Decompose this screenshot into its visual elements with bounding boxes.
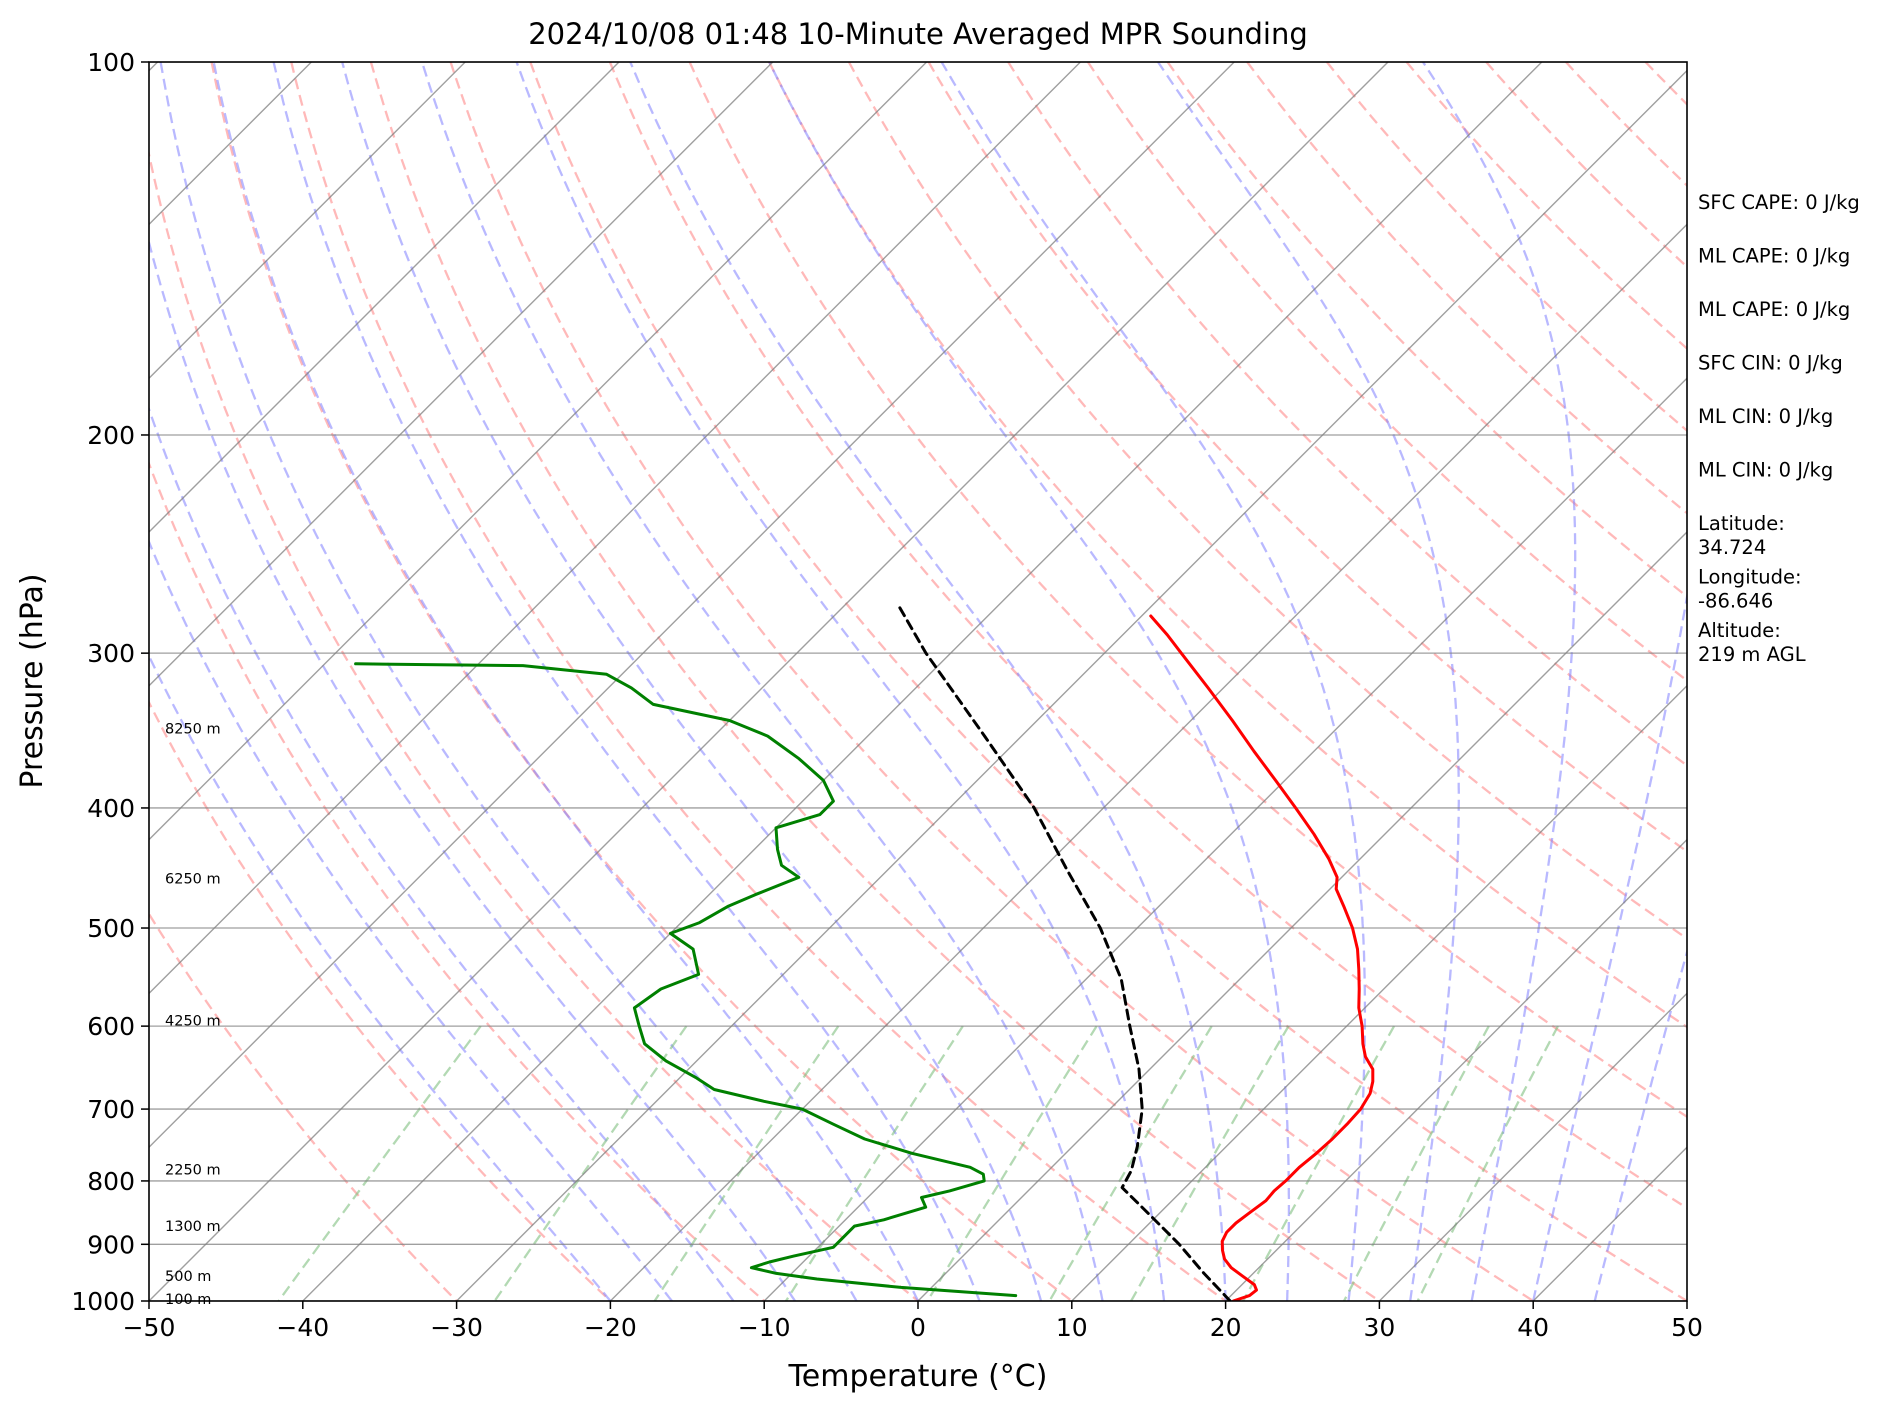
- dry-adiabat: [149, 460, 765, 1301]
- mixing-ratio-line: [926, 1025, 1098, 1301]
- isotherm: [149, 62, 928, 841]
- isotherm: [149, 62, 1081, 995]
- height-label: 6250 m: [165, 871, 221, 887]
- mixing-ratio-line: [493, 1025, 688, 1301]
- isotherm: [763, 377, 1687, 1301]
- annotation: Longitude: -86.646: [1698, 566, 1802, 613]
- height-label: 500 m: [165, 1269, 211, 1285]
- x-tick-label: −30: [430, 1313, 483, 1342]
- dry-adiabat: [149, 700, 612, 1301]
- dry-adiabat: [290, 62, 1227, 1301]
- dry-adiabat: [449, 62, 1534, 1301]
- isotherm: [456, 69, 1687, 1301]
- annotation: SFC CIN: 0 J/kg: [1698, 352, 1843, 375]
- annotation: ML CIN: 0 J/kg: [1698, 459, 1833, 482]
- y-tick-label: 900: [87, 1230, 135, 1259]
- dry-adiabat: [1086, 62, 1687, 683]
- moist-adiabat: [768, 62, 1291, 1301]
- mixing-ratio-line: [1242, 1025, 1396, 1301]
- x-tick-label: 30: [1363, 1313, 1395, 1342]
- x-tick-label: −20: [584, 1313, 637, 1342]
- isotherm: [1225, 838, 1687, 1301]
- y-axis-label: Pressure (hPa): [15, 573, 50, 788]
- height-label: 1300 m: [165, 1219, 221, 1235]
- x-tick-label: 20: [1210, 1313, 1242, 1342]
- dry-adiabat: [688, 62, 1687, 1119]
- moist-adiabat: [515, 62, 1166, 1301]
- annotation: SFC CAPE: 0 J/kg: [1698, 191, 1860, 214]
- isotherm: [1378, 992, 1687, 1301]
- height-label: 2250 m: [165, 1162, 221, 1178]
- isotherm: [302, 62, 1543, 1301]
- moist-adiabat: [1532, 590, 1687, 1301]
- mixing-ratio-line: [277, 1025, 482, 1301]
- x-axis-label: Temperature (°C): [788, 1359, 1048, 1394]
- x-tick-label: −50: [123, 1313, 176, 1342]
- height-label: 4250 m: [165, 1014, 221, 1030]
- dry-adiabat: [149, 149, 919, 1301]
- isotherm: [149, 62, 774, 687]
- x-tick-label: 0: [910, 1313, 926, 1342]
- moist-adiabat: [1422, 62, 1577, 1301]
- mixing-ratio-line: [785, 1025, 964, 1301]
- isotherm: [149, 62, 1389, 1301]
- annotation: Altitude: 219 m AGL: [1698, 619, 1806, 666]
- y-tick-label: 700: [87, 1095, 135, 1124]
- y-tick-label: 600: [87, 1012, 135, 1041]
- moist-adiabat: [420, 62, 1104, 1301]
- moist-adiabat: [272, 62, 981, 1301]
- temperature-line: [1149, 614, 1375, 1301]
- moist-adiabat: [149, 238, 796, 1301]
- isotherm: [609, 223, 1687, 1301]
- x-tick-label: −10: [738, 1313, 791, 1342]
- chart-title: 2024/10/08 01:48 10-Minute Averaged MPR …: [528, 17, 1308, 51]
- height-label: 100 m: [165, 1292, 211, 1308]
- dry-adiabat: [927, 62, 1687, 853]
- moist-adiabat: [1593, 947, 1687, 1301]
- mixing-ratio-line: [1048, 1025, 1213, 1301]
- y-tick-label: 1000: [71, 1287, 135, 1316]
- moist-adiabat: [341, 62, 1043, 1301]
- height-label: 8250 m: [165, 721, 221, 737]
- x-tick-label: −40: [276, 1313, 329, 1342]
- isotherm: [149, 62, 466, 380]
- dry-adiabat: [210, 62, 1073, 1301]
- y-tick-label: 800: [87, 1167, 135, 1196]
- mixing-ratio-line: [653, 1025, 840, 1301]
- annotation: ML CIN: 0 J/kg: [1698, 405, 1833, 428]
- isotherm: [917, 531, 1687, 1301]
- moist-adiabat: [159, 62, 858, 1301]
- moist-adiabat: [149, 405, 735, 1301]
- y-tick-label: 400: [87, 794, 135, 823]
- moist-adiabat: [629, 62, 1227, 1301]
- x-tick-label: 40: [1517, 1313, 1549, 1342]
- dry-adiabat: [529, 62, 1687, 1301]
- isotherm: [149, 62, 620, 533]
- annotation: ML CAPE: 0 J/kg: [1698, 245, 1850, 268]
- moist-adiabat: [149, 653, 612, 1301]
- y-tick-label: 200: [87, 421, 135, 450]
- annotation: Latitude: 34.724: [1698, 512, 1785, 559]
- dry-adiabat: [369, 62, 1381, 1301]
- x-tick-label: 50: [1671, 1313, 1703, 1342]
- parcel-line: [897, 604, 1232, 1301]
- isotherm: [149, 62, 1235, 1149]
- x-tick-label: 10: [1056, 1313, 1088, 1342]
- isotherm: [1071, 684, 1687, 1301]
- mixing-ratio-line: [1342, 1025, 1490, 1301]
- y-tick-label: 100: [87, 48, 135, 77]
- y-tick-label: 300: [87, 639, 135, 668]
- dry-adiabat: [1166, 62, 1687, 598]
- dry-adiabat: [1326, 62, 1687, 433]
- mixing-ratio-line: [1416, 1025, 1559, 1301]
- annotation: ML CAPE: 0 J/kg: [1698, 298, 1850, 321]
- moist-adiabat: [940, 62, 1367, 1301]
- moist-adiabat: [149, 539, 673, 1301]
- dry-adiabat: [847, 62, 1687, 941]
- y-tick-label: 500: [87, 914, 135, 943]
- moist-adiabat: [1157, 62, 1460, 1301]
- dewpoint-line: [354, 662, 1018, 1298]
